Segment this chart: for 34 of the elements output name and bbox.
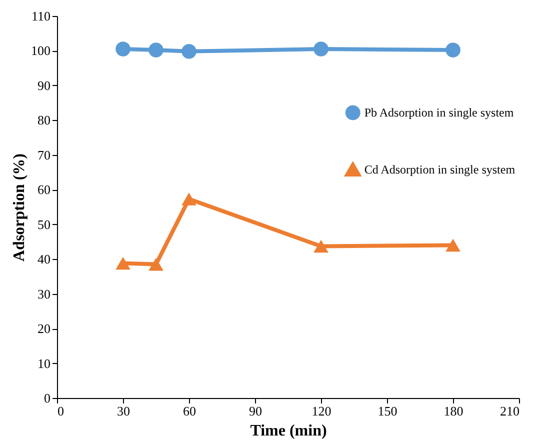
y-tick-label: 40 bbox=[38, 252, 50, 267]
point bbox=[116, 42, 130, 56]
x-tick-label: 60 bbox=[183, 404, 196, 418]
legend-label: Pb Adsorption in single system bbox=[364, 106, 514, 120]
point bbox=[446, 42, 460, 58]
y-tick-label: 110 bbox=[31, 8, 50, 24]
point bbox=[314, 240, 328, 253]
y-tick-label: 20 bbox=[38, 321, 50, 336]
y-tick-label: 30 bbox=[38, 286, 50, 302]
x-tick-label: 90 bbox=[249, 404, 262, 418]
y-tick-label: 70 bbox=[38, 147, 50, 162]
x-axis-title: Time (min) bbox=[250, 422, 327, 440]
y-tick-label: 80 bbox=[38, 112, 50, 128]
point bbox=[182, 44, 196, 59]
y-tick-label: 60 bbox=[38, 182, 50, 198]
y-tick-label: 0 bbox=[44, 390, 50, 406]
x-tick-label: 180 bbox=[444, 404, 464, 418]
x-tick-label: 210 bbox=[500, 404, 520, 418]
legend-label: Cd Adsorption in single system bbox=[364, 162, 516, 177]
y-tick-label: 10 bbox=[38, 356, 50, 371]
point bbox=[182, 192, 196, 206]
point bbox=[446, 238, 460, 252]
y-tick-label: 100 bbox=[31, 43, 50, 58]
y-axis-title: Adsorption (%) bbox=[11, 153, 28, 262]
point bbox=[314, 42, 328, 56]
point bbox=[116, 256, 130, 270]
x-tick-label: 0 bbox=[58, 404, 64, 418]
y-tick-label: 50 bbox=[38, 216, 50, 232]
y-tick-label: 90 bbox=[38, 78, 50, 93]
point bbox=[148, 258, 164, 271]
point bbox=[148, 42, 164, 58]
x-tick-label: 120 bbox=[312, 404, 332, 418]
x-tick-label: 150 bbox=[378, 404, 398, 418]
x-tick-label: 30 bbox=[117, 404, 130, 418]
